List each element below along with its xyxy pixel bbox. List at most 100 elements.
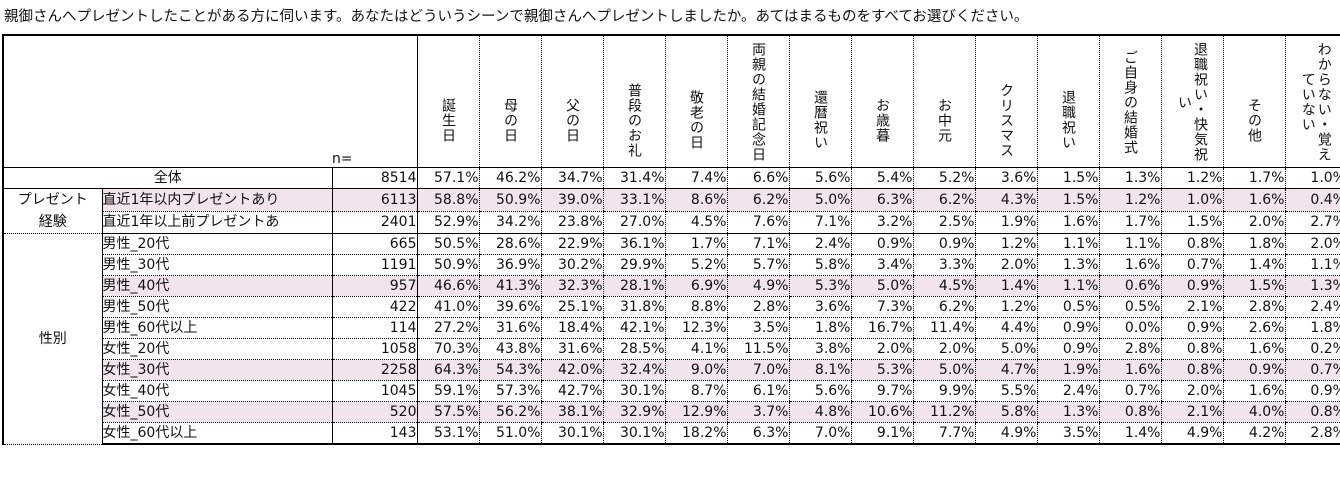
percent-cell: 9.7% [850, 380, 913, 402]
percent-cell: 2.0% [1222, 211, 1285, 234]
table-row: プレゼント 経験 直近1年以内プレゼントあり 6113 58.8% 50.9% 39.0% 3… [2, 188, 1340, 234]
percent-cell: 23.8% [540, 211, 603, 234]
percent-cell: 2.7% [1284, 211, 1340, 234]
question-title: 親御さんへプレゼントしたことがある方に伺います。あなたはどういうシーンで親御さん… [4, 9, 1029, 25]
percent-cell: 1.6% [1098, 254, 1161, 276]
percent-cell: 1.6% [1222, 380, 1285, 402]
percent-cell: 5.3% [788, 275, 851, 297]
percent-cell: 7.0% [726, 359, 789, 381]
sample-size: 665 [331, 233, 417, 255]
percent-cell: 41.3% [478, 275, 541, 297]
percent-cell: 2.8% [1284, 422, 1340, 445]
sample-size: 957 [331, 275, 417, 297]
percent-cell: 0.5% [1036, 296, 1099, 318]
percent-cell: 1.7% [1098, 211, 1161, 234]
percent-cell: 11.4% [912, 317, 975, 339]
percent-cell: 6.6% [726, 167, 789, 189]
percent-cell: 33.1% [602, 188, 665, 212]
percent-cell: 1.9% [1036, 359, 1099, 381]
percent-cell: 0.9% [1222, 359, 1285, 381]
percent-cell: 36.9% [478, 254, 541, 276]
percent-cell: 3.4% [850, 254, 913, 276]
row-label: 男性_40代 [101, 275, 332, 297]
percent-cell: 0.2% [1284, 338, 1340, 360]
percent-cell: 1.5% [1036, 188, 1099, 212]
percent-cell: 28.6% [478, 233, 541, 255]
percent-cell: 50.9% [416, 254, 479, 276]
sample-size: 1045 [331, 380, 417, 402]
percent-cell: 5.0% [850, 275, 913, 297]
percent-cell: 1.6% [1098, 359, 1161, 381]
percent-cell: 1.2% [974, 233, 1037, 255]
percent-cell: 27.0% [602, 211, 665, 234]
sample-size: 2401 [331, 211, 417, 234]
percent-cell: 0.9% [1160, 317, 1223, 339]
percent-cell: 4.3% [974, 188, 1037, 212]
column-header-label: わからない・覚えていない [1299, 42, 1332, 162]
percent-cell: 5.4% [850, 167, 913, 189]
percent-cell: 1.5% [1160, 211, 1223, 234]
table-row: 直近1年以上前プレゼントあ 2401 52.9% 34.2% 23.8% 27.0% 4.5… [3, 211, 1340, 234]
column-header-label: 退職祝い [1060, 90, 1076, 150]
sample-size: 114 [331, 317, 417, 339]
row-label: 女性_30代 [101, 359, 332, 381]
column-header: 退職祝い [1036, 34, 1099, 168]
percent-cell: 0.7% [1284, 359, 1340, 381]
percent-cell: 1.8% [1222, 233, 1285, 255]
row-label: 男性_20代 [101, 233, 332, 255]
percent-cell: 16.7% [850, 317, 913, 339]
percent-cell: 1.8% [788, 317, 851, 339]
percent-cell: 0.7% [1098, 380, 1161, 402]
percent-cell: 2.8% [1098, 338, 1161, 360]
column-header: 父の日 [540, 34, 603, 168]
column-header-label: 退職祝い・快気祝い [1176, 42, 1208, 162]
percent-cell: 46.6% [416, 275, 479, 297]
percent-cell: 32.3% [540, 275, 603, 297]
percent-cell: 2.4% [788, 233, 851, 255]
percent-cell: 2.4% [1036, 380, 1099, 402]
percent-cell: 3.5% [1036, 422, 1099, 445]
table-row: 女性_50代 520 57.5% 56.2% 38.1% 32.9% 12.9% 3.7% 4.… [3, 401, 1340, 423]
percent-cell: 6.3% [726, 422, 789, 445]
percent-cell: 8.8% [664, 296, 727, 318]
percent-cell: 0.8% [1160, 359, 1223, 381]
percent-cell: 0.7% [1160, 254, 1223, 276]
percent-cell: 1.6% [1222, 188, 1285, 212]
percent-cell: 46.2% [478, 167, 541, 189]
percent-cell: 4.0% [1222, 401, 1285, 423]
percent-cell: 42.0% [540, 359, 603, 381]
percent-cell: 5.6% [788, 380, 851, 402]
percent-cell: 2.0% [1284, 233, 1340, 255]
percent-cell: 5.2% [912, 167, 975, 189]
column-header: 還暦祝い [788, 34, 851, 168]
column-header: 誕生日 [416, 34, 479, 168]
percent-cell: 70.3% [416, 338, 479, 360]
column-header: 普段のお礼 [602, 34, 665, 168]
column-header-label: 母の日 [502, 97, 518, 143]
percent-cell: 29.9% [602, 254, 665, 276]
percent-cell: 4.9% [1160, 422, 1223, 445]
percent-cell: 1.4% [1222, 254, 1285, 276]
percent-cell: 3.2% [850, 211, 913, 234]
header-corner [2, 34, 332, 168]
percent-cell: 9.9% [912, 380, 975, 402]
percent-cell: 42.1% [602, 317, 665, 339]
column-header: クリスマス [974, 34, 1037, 168]
percent-cell: 4.2% [1222, 422, 1285, 445]
row-label: 直近1年以上前プレゼントあ [101, 211, 332, 234]
table-row: 男性_40代 957 46.6% 41.3% 32.3% 28.1% 6.9% 4.9% 5.3… [3, 275, 1340, 297]
row-label: 女性_60代以上 [101, 422, 332, 445]
percent-cell: 1.1% [1098, 233, 1161, 255]
percent-cell: 30.2% [540, 254, 603, 276]
percent-cell: 30.1% [602, 422, 665, 445]
column-header: 退職祝い・快気祝い [1160, 34, 1223, 168]
percent-cell: 5.3% [850, 359, 913, 381]
column-header: お中元 [912, 34, 975, 168]
percent-cell: 7.4% [664, 167, 727, 189]
column-header-label: その他 [1246, 97, 1262, 143]
group-label: プレゼント 経験 [2, 188, 102, 234]
n-header: n= [332, 34, 417, 168]
percent-cell: 5.2% [664, 254, 727, 276]
percent-cell: 59.1% [416, 380, 479, 402]
percent-cell: 28.5% [602, 338, 665, 360]
